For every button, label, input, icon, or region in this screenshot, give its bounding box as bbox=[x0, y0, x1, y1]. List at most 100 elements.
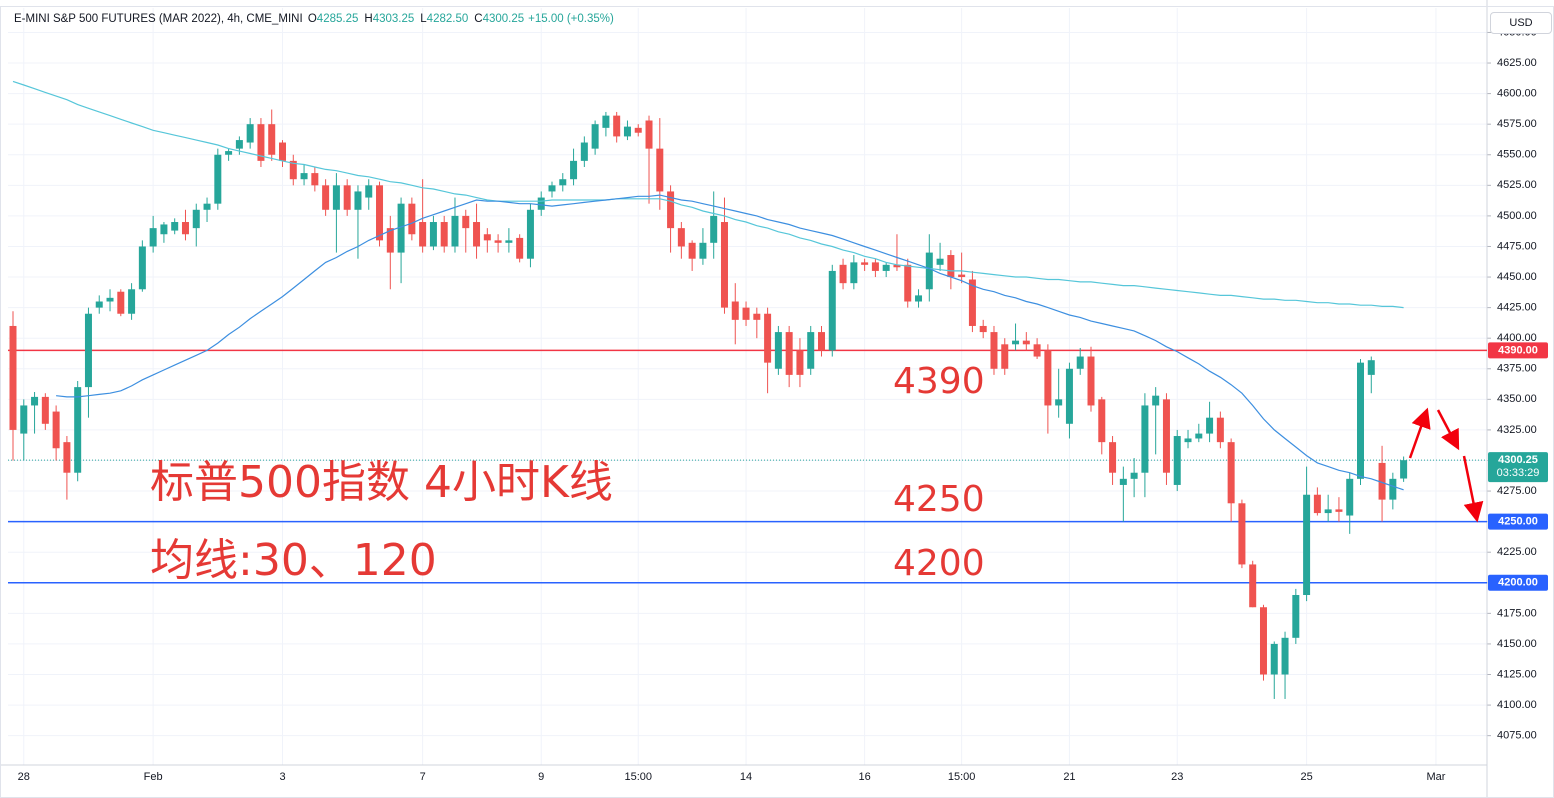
y-tick-label: 4625.00 bbox=[1497, 57, 1537, 69]
x-tick-label: 9 bbox=[538, 771, 544, 783]
candle-body bbox=[774, 332, 782, 369]
candle-body bbox=[623, 126, 631, 137]
candle-body bbox=[1184, 438, 1192, 443]
candle-body bbox=[1259, 607, 1267, 675]
x-tick-label: 28 bbox=[18, 771, 30, 783]
candle-body bbox=[171, 222, 179, 231]
candle-body bbox=[1109, 442, 1117, 473]
moving-average bbox=[12, 80, 1404, 309]
candle-body bbox=[979, 325, 987, 333]
arrow bbox=[1436, 409, 1460, 451]
candle-body bbox=[397, 203, 405, 253]
candle-body bbox=[753, 313, 761, 320]
candle-body bbox=[354, 191, 362, 210]
y-tick-label: 4325.00 bbox=[1497, 424, 1537, 436]
change: +15.00 (+0.35%) bbox=[528, 13, 614, 25]
candle-body bbox=[1076, 356, 1084, 369]
y-tick-label: 4525.00 bbox=[1497, 179, 1537, 191]
candle-body bbox=[1367, 360, 1375, 375]
y-tick-label: 4400.00 bbox=[1497, 332, 1537, 344]
x-tick-label: Feb bbox=[144, 771, 163, 783]
x-tick-label: 15:00 bbox=[624, 771, 652, 783]
candle-body bbox=[451, 215, 459, 247]
candle-body bbox=[1389, 478, 1397, 500]
x-tick-label: 16 bbox=[858, 771, 870, 783]
level-label: 4200.00 bbox=[1498, 577, 1538, 589]
annotation: 标普500指数 4小时K线 bbox=[150, 457, 613, 508]
candle-body bbox=[1206, 417, 1214, 434]
candle-body bbox=[915, 295, 923, 302]
candle-body bbox=[31, 396, 39, 406]
x-tick-label: Mar bbox=[1426, 771, 1445, 783]
candle-body bbox=[1303, 494, 1311, 596]
candle-body bbox=[1292, 595, 1300, 638]
y-tick-label: 4075.00 bbox=[1497, 730, 1537, 742]
candle-body bbox=[386, 228, 394, 253]
candle-body bbox=[311, 173, 319, 186]
candle-body bbox=[462, 215, 470, 229]
candle-body bbox=[1055, 399, 1063, 406]
candle-body bbox=[1313, 494, 1321, 514]
candle-body bbox=[1270, 643, 1278, 675]
y-tick-label: 4575.00 bbox=[1497, 118, 1537, 130]
candle-body bbox=[300, 173, 308, 180]
candle-body bbox=[419, 222, 427, 247]
level-label-box bbox=[1488, 342, 1548, 359]
candle-body bbox=[570, 160, 578, 180]
currency-button[interactable]: USD bbox=[1490, 12, 1552, 34]
candle-body bbox=[828, 270, 836, 351]
candle-body bbox=[580, 142, 588, 161]
candle-body bbox=[548, 185, 556, 192]
candle-body bbox=[667, 191, 675, 229]
candle-body bbox=[494, 240, 502, 243]
candle-body bbox=[1119, 478, 1127, 485]
y-tick-label: 4225.00 bbox=[1497, 546, 1537, 558]
candle-body bbox=[861, 262, 869, 265]
candle-body bbox=[893, 264, 901, 268]
candle-body bbox=[1098, 399, 1106, 443]
annotation: 4200 bbox=[893, 543, 985, 584]
ohlc-value: 4285.25 bbox=[316, 13, 359, 25]
candle-body bbox=[904, 264, 912, 302]
candle-body bbox=[1324, 509, 1332, 514]
candle-body bbox=[74, 387, 82, 473]
moving-average bbox=[56, 194, 1404, 491]
candle-body bbox=[839, 264, 847, 284]
candle-body bbox=[106, 297, 114, 302]
candle-body bbox=[947, 255, 955, 278]
candle-body bbox=[149, 228, 157, 247]
candle-body bbox=[192, 209, 200, 229]
candle-body bbox=[1012, 340, 1020, 345]
candle-body bbox=[1065, 368, 1073, 424]
candle-body bbox=[41, 396, 49, 424]
candle-body bbox=[483, 234, 491, 241]
ohlc-key: O bbox=[307, 13, 317, 25]
candle-body bbox=[526, 209, 534, 259]
countdown: 03:33:29 bbox=[1497, 467, 1540, 479]
candle-body bbox=[796, 350, 804, 375]
candle-body bbox=[591, 124, 599, 149]
candle-body bbox=[516, 237, 524, 259]
candle-body bbox=[764, 313, 772, 363]
candle-body bbox=[645, 120, 653, 149]
candle-body bbox=[559, 179, 567, 186]
candle-body bbox=[181, 222, 189, 235]
candle-body bbox=[9, 325, 17, 430]
candle-body bbox=[1141, 405, 1149, 473]
candle-body bbox=[1162, 399, 1170, 473]
candle-body bbox=[429, 222, 437, 247]
candle-body bbox=[376, 185, 384, 241]
annotation: 4390 bbox=[893, 361, 985, 402]
candle-body bbox=[365, 185, 373, 198]
candle-body bbox=[1195, 433, 1203, 439]
y-tick-label: 4600.00 bbox=[1497, 88, 1537, 100]
candle-body bbox=[1400, 460, 1408, 479]
candle-body bbox=[1216, 417, 1224, 443]
candle-body bbox=[505, 240, 513, 243]
x-tick-label: 21 bbox=[1063, 771, 1075, 783]
arrow bbox=[1408, 407, 1431, 459]
candle-body bbox=[1357, 362, 1364, 479]
candle-body bbox=[537, 197, 545, 210]
candle-body bbox=[699, 242, 707, 259]
candle-body bbox=[268, 124, 276, 155]
